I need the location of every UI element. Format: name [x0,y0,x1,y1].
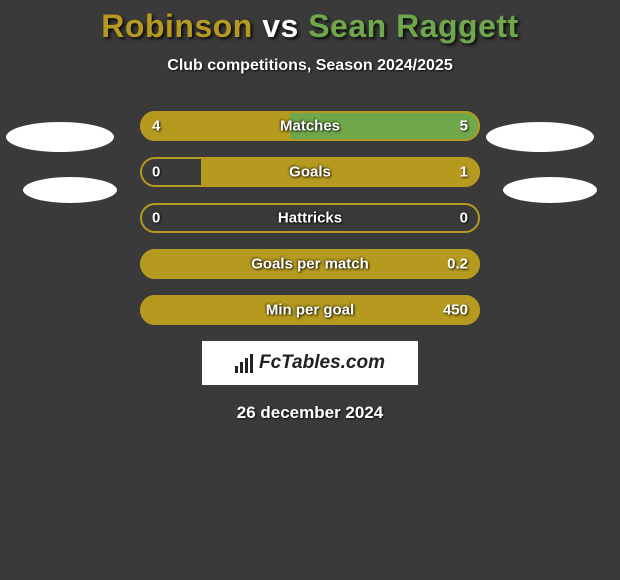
stat-value-right: 1 [460,164,468,181]
decorative-ellipse [486,122,594,152]
stat-row: Matches 4 5 [140,111,480,141]
decorative-ellipse [503,177,597,203]
stat-value-right: 5 [460,118,468,135]
fctables-logo: FcTables.com [202,341,418,385]
stat-label: Matches [280,118,340,135]
stat-value-left: 4 [152,118,160,135]
stat-label: Min per goal [266,302,354,319]
stat-value-right: 0 [460,210,468,227]
stat-row: Goals per match 0.2 [140,249,480,279]
logo-text: FcTables.com [235,352,385,374]
stat-row: Hattricks 0 0 [140,203,480,233]
player2-name: Sean Raggett [308,8,518,44]
subtitle: Club competitions, Season 2024/2025 [0,57,620,75]
stat-label: Goals per match [251,256,369,273]
stat-value-left: 0 [152,164,160,181]
stat-label: Hattricks [278,210,342,227]
logo-label: FcTables.com [259,352,385,374]
stat-fill-right [201,157,480,187]
player1-name: Robinson [101,8,253,44]
decorative-ellipse [6,122,114,152]
stat-row: Min per goal 450 [140,295,480,325]
stat-value-right: 450 [443,302,468,319]
stat-value-left: 0 [152,210,160,227]
stat-row: Goals 0 1 [140,157,480,187]
comparison-title: Robinson vs Sean Raggett [0,0,620,45]
stat-value-right: 0.2 [447,256,468,273]
stat-fill-left [140,111,290,141]
vs-word: vs [262,8,299,44]
date-text: 26 december 2024 [0,403,620,423]
decorative-ellipse [23,177,117,203]
logo-bars-icon [235,354,253,373]
stat-label: Goals [289,164,331,181]
